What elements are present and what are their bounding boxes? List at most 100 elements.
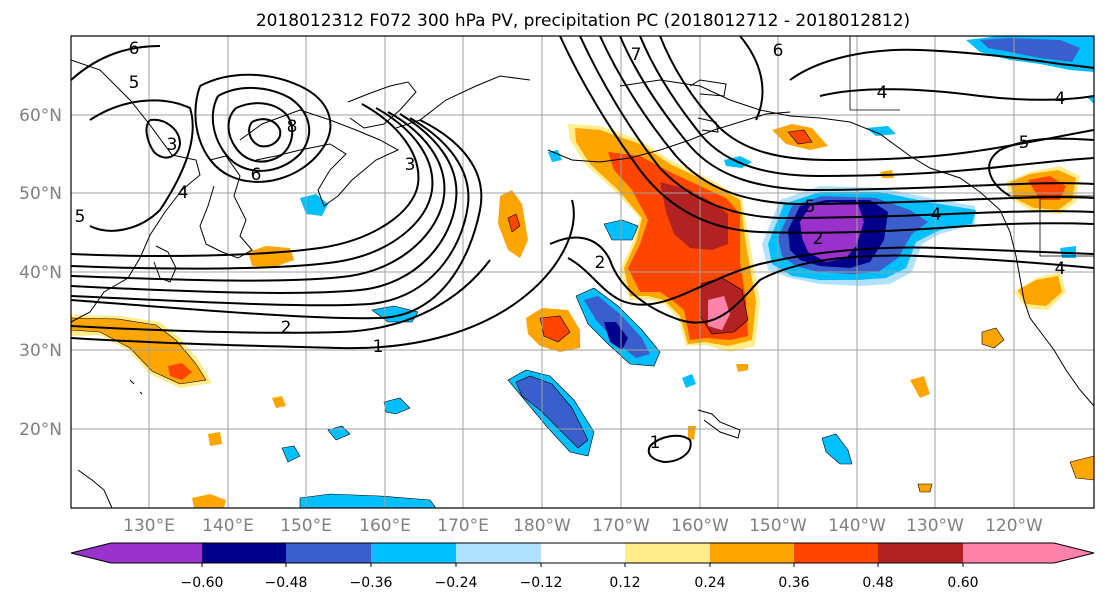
pv-contour (647, 434, 692, 464)
pv-contour (248, 118, 282, 148)
contour-label: 5 (1019, 133, 1030, 153)
pc-region-cyan (300, 494, 436, 508)
colorbar-swatch (878, 543, 963, 563)
lon-tick-label: 180°W (513, 516, 571, 536)
pc-region-outline (507, 369, 595, 457)
pv-contour (559, 36, 1094, 234)
lon-tick-label: 170°W (592, 516, 650, 536)
colorbar-tick-label: −0.36 (350, 575, 393, 591)
coastline (697, 409, 741, 439)
contour-label: 5 (129, 73, 140, 93)
contour-label: 4 (877, 83, 888, 103)
pv-contour (211, 86, 310, 172)
contour-label: 6 (251, 165, 262, 185)
lon-tick-label: 160°E (359, 516, 411, 536)
coastline (697, 117, 719, 133)
colorbar-swatch (71, 543, 202, 563)
contour-label: 6 (773, 41, 784, 61)
pc-region-cyan (822, 434, 852, 464)
lon-tick-label: 170°E (437, 516, 489, 536)
lon-tick-label: 140°E (202, 516, 254, 536)
pc-region-orange (192, 494, 226, 508)
pc-region-cyan (300, 194, 328, 216)
pc-region-outline (539, 315, 571, 343)
pc-region-cyan (1086, 96, 1094, 104)
contour-label: 4 (1055, 259, 1066, 279)
lat-tick-label: 60°N (19, 106, 62, 126)
pc-region-blue (516, 376, 588, 448)
pv-contour (89, 99, 194, 232)
pc-region-outline (383, 397, 411, 415)
pc-region-pink (708, 296, 730, 330)
contour-label: 4 (178, 183, 189, 203)
pv-contour (71, 107, 434, 270)
contour-label: 5 (805, 197, 816, 217)
pv-contour (71, 119, 483, 320)
coastline (347, 81, 417, 129)
pc-region-cyan (682, 374, 696, 388)
contour-label: 8 (287, 117, 298, 137)
pc-region-orange (208, 432, 222, 446)
map-area: 1 2 2 2 3 3 4 4 4 4 5 5 5 5 6 6 6 7 8 4 1 (71, 36, 1094, 508)
colorbar-swatch (794, 543, 878, 563)
pc-region-orange (918, 484, 932, 492)
lat-tick-label: 20°N (19, 420, 62, 440)
pc-region-cyan (328, 426, 350, 440)
map-frame (70, 35, 1095, 509)
pv-contour (639, 36, 1094, 178)
lon-tick-label: 130°E (123, 516, 175, 536)
colorbar-tick-label: 0.24 (694, 575, 725, 591)
contour-label: 3 (167, 135, 178, 155)
lat-tick-label: 50°N (19, 184, 62, 204)
pc-region-orange (688, 426, 696, 440)
colorbar-tick-label: 0.60 (947, 575, 978, 591)
pc-region-outline (299, 493, 437, 508)
coastline (77, 469, 113, 508)
pc-region-outline (981, 327, 1005, 349)
colorbar-swatch (625, 543, 710, 563)
colorbar-tick-label: −0.24 (435, 575, 478, 591)
pv-contour (789, 48, 1094, 81)
colorbar-swatch (286, 543, 371, 563)
contour-label: 3 (405, 155, 416, 175)
pc-region-outline (575, 287, 661, 367)
lat-tick-label: 30°N (19, 341, 62, 361)
colorbar-swatch (710, 543, 794, 563)
pv-contour (71, 45, 161, 81)
pc-region-orange (272, 396, 286, 408)
coastline (129, 379, 135, 385)
pv-contour (227, 102, 294, 163)
pc-region-orange (982, 328, 1004, 348)
pv-contour (71, 199, 575, 350)
pc-region-orange (1070, 456, 1094, 480)
contour-label: 1 (650, 433, 661, 453)
pv-contour (599, 36, 1094, 206)
colorbar-outline (70, 542, 1095, 564)
colorbar-swatch (371, 543, 456, 563)
contour-label: 1 (373, 337, 384, 357)
colorbar-tick-label: 0.48 (862, 575, 893, 591)
pc-region-navy (604, 322, 628, 350)
colorbar-tick-label: −0.12 (520, 575, 563, 591)
longitude-axis: 130°E 140°E 150°E 160°E 170°E 180°W 170°W 160°W… (123, 516, 1043, 536)
colorbar-swatch (202, 543, 286, 563)
pv-contour (194, 73, 332, 183)
coastline (199, 155, 253, 259)
pv-contour (71, 111, 446, 282)
pv-contours (71, 36, 1094, 464)
pc-region-outline (507, 213, 521, 233)
pv-contour (819, 88, 1094, 101)
pc-region-orange (248, 246, 294, 268)
pc-region-cyan (548, 150, 562, 162)
contour-label: 2 (281, 318, 292, 338)
contour-label: 2 (813, 229, 824, 249)
pc-region-red (1028, 176, 1066, 200)
colorbar-tick-label: 0.12 (609, 575, 640, 591)
pv-contour (71, 103, 420, 257)
pc-region-outline (787, 129, 813, 145)
colorbar-swatch (541, 543, 625, 563)
colorbar-swatch (963, 543, 1094, 563)
contour-label: 2 (595, 253, 606, 273)
colorbar-tick-label: 0.36 (778, 575, 809, 591)
lon-tick-label: 150°W (749, 516, 807, 536)
